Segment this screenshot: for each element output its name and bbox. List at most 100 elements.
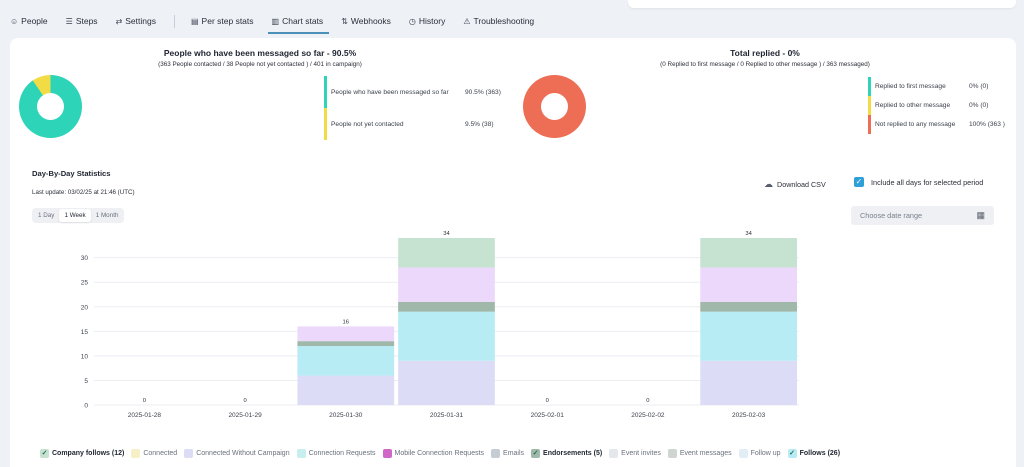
chart-stats-panel: People who have been messaged so far - 9… — [10, 38, 1016, 467]
steps-icon: ☰ — [65, 16, 73, 26]
bar-segment — [700, 267, 797, 302]
range-1-week-button[interactable]: 1 Week — [59, 209, 91, 222]
tab-people[interactable]: ☺ People — [0, 8, 56, 34]
legend-toggle-follows[interactable]: ✓ Follows (26) — [787, 448, 841, 458]
bar-total-label: 0 — [546, 398, 549, 404]
replied-legend: Replied to first message 0% (0) Replied … — [868, 77, 1005, 134]
y-tick-label: 30 — [81, 255, 89, 262]
legend-toggle-label: Event invites — [621, 449, 661, 457]
x-tick-label: 2025-01-29 — [228, 412, 262, 419]
tab-label: Webhooks — [350, 16, 391, 26]
tab-label: People — [21, 16, 48, 26]
donut-hole — [541, 93, 568, 120]
messaged-donut-chart — [19, 75, 82, 138]
bar-total-label: 34 — [443, 231, 450, 237]
legend-toggle-label: Emails — [503, 449, 525, 457]
legend-item-messaged: People who have been messaged so far 90.… — [324, 76, 501, 108]
legend-swatch — [609, 448, 619, 458]
last-update-text: Last update: 03/02/25 at 21:46 (UTC) — [32, 189, 135, 196]
legend-color-bar — [324, 76, 327, 108]
bar-segment — [297, 346, 395, 376]
legend-label: Replied to other message — [875, 102, 951, 109]
tab-chart-stats[interactable]: ▥ Chart stats — [262, 8, 332, 34]
x-tick-label: 2025-01-28 — [128, 412, 162, 419]
legend-toggle-mobile-connection-requests[interactable]: Mobile Connection Requests — [382, 448, 485, 458]
legend-toggle-connected-without-campaign[interactable]: Connected Without Campaign — [184, 448, 290, 458]
tab-troubleshooting[interactable]: ⚠ Troubleshooting — [453, 8, 542, 34]
include-all-days-option[interactable]: ✓ Include all days for selected period — [854, 177, 983, 187]
bar-segment — [398, 238, 495, 268]
legend-swatch: ✓ — [787, 448, 797, 458]
legend-color-bar — [868, 96, 871, 115]
settings-icon: ⇄ — [115, 16, 123, 26]
legend-toggle-label: Follows (26) — [799, 449, 841, 457]
y-tick-label: 15 — [81, 329, 89, 336]
bar-segment — [700, 238, 797, 268]
calendar-icon: ▦ — [976, 210, 985, 220]
replied-summary: Total replied - 0% (0 Replied to first m… — [615, 48, 915, 68]
legend-toggle-connected[interactable]: Connected — [131, 448, 178, 458]
legend-toggle-company-follows[interactable]: ✓ Company follows (12) — [40, 448, 125, 458]
bar-total-label: 0 — [646, 398, 649, 404]
legend-label: People who have been messaged so far — [331, 88, 449, 96]
bar-segment — [700, 360, 797, 405]
include-all-days-checkbox[interactable]: ✓ — [854, 177, 864, 187]
range-toggle: 1 Day 1 Week 1 Month — [32, 208, 125, 223]
y-tick-label: 10 — [81, 353, 89, 360]
replied-donut-chart — [523, 75, 586, 138]
bar-segment — [297, 326, 395, 342]
legend-toggle-label: Endorsements (5) — [543, 449, 603, 457]
legend-color-bar — [868, 115, 871, 134]
legend-value: 9.5% (38) — [465, 120, 494, 128]
download-csv-button[interactable]: ☁ Download CSV — [764, 179, 826, 190]
range-1-month-button[interactable]: 1 Month — [95, 212, 119, 219]
bar-segment — [297, 375, 395, 405]
y-tick-label: 20 — [81, 304, 89, 311]
legend-toggle-event-messages[interactable]: Event messages — [667, 448, 732, 458]
webhooks-icon: ⇅ — [341, 16, 348, 26]
bar-total-label: 0 — [143, 398, 146, 404]
legend-toggle-event-invites[interactable]: Event invites — [609, 448, 661, 458]
bar-total-label: 34 — [745, 231, 752, 237]
tab-divider — [173, 14, 175, 28]
legend-item-not-contacted: People not yet contacted 9.5% (38) — [324, 108, 501, 140]
tab-label: Per step stats — [201, 16, 254, 26]
legend-toggle-label: Company follows (12) — [52, 449, 125, 457]
messaged-summary: People who have been messaged so far - 9… — [110, 48, 410, 68]
legend-toggle-emails[interactable]: Emails — [491, 448, 525, 458]
x-tick-label: 2025-02-03 — [732, 412, 766, 419]
legend-toggle-label: Connection Requests — [308, 449, 376, 457]
range-1-day-button[interactable]: 1 Day — [38, 212, 55, 219]
legend-swatch — [491, 448, 501, 458]
bar-total-label: 0 — [243, 398, 246, 404]
tab-label: Chart stats — [282, 16, 324, 26]
legend-toggle-endorsements[interactable]: ✓ Endorsements (5) — [531, 448, 603, 458]
tab-per-step-stats[interactable]: ▤ Per step stats — [181, 8, 262, 34]
tab-webhooks[interactable]: ⇅ Webhooks — [331, 8, 399, 34]
tab-history[interactable]: ◷ History — [399, 8, 453, 34]
legend-toggle-label: Follow up — [750, 449, 781, 457]
troubleshooting-icon: ⚠ — [463, 16, 471, 26]
legend-value: 0% (0) — [969, 83, 989, 90]
include-all-days-label: Include all days for selected period — [871, 177, 984, 187]
legend-toggle-label: Mobile Connection Requests — [394, 449, 485, 457]
legend-swatch — [738, 448, 748, 458]
chart-stats-icon: ▥ — [271, 16, 280, 26]
donut-hole — [37, 93, 64, 120]
legend-item-not-replied: Not replied to any message 100% (363 ) — [868, 115, 1005, 134]
legend-swatch — [184, 448, 194, 458]
tab-steps[interactable]: ☰ Steps — [56, 8, 106, 34]
date-range-input[interactable]: Choose date range ▦ — [851, 206, 994, 225]
legend-value: 100% (363 ) — [969, 121, 1005, 128]
replied-title: Total replied - 0% — [730, 48, 800, 58]
chart-series-legend: ✓ Company follows (12) Connected Connected … — [40, 447, 847, 459]
download-csv-label: Download CSV — [777, 180, 826, 189]
legend-toggle-label: Connected — [143, 449, 178, 457]
history-icon: ◷ — [408, 16, 416, 26]
legend-toggle-connection-requests[interactable]: Connection Requests — [296, 448, 376, 458]
tab-label: Troubleshooting — [473, 16, 535, 26]
legend-swatch: ✓ — [40, 448, 49, 458]
legend-color-bar — [324, 108, 327, 140]
tab-settings[interactable]: ⇄ Settings — [106, 8, 164, 34]
legend-toggle-follow-up[interactable]: Follow up — [738, 448, 781, 458]
